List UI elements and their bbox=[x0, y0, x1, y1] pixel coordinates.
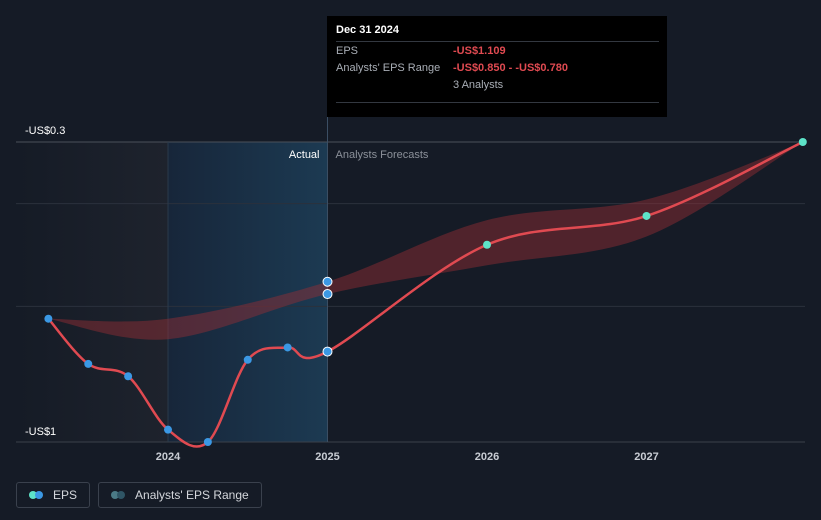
actual-label: Actual bbox=[289, 149, 320, 161]
tooltip-analysts-row: 3 Analysts bbox=[336, 76, 659, 93]
x-tick-label: 2027 bbox=[634, 451, 658, 463]
legend-range-label: Analysts' EPS Range bbox=[135, 488, 249, 502]
history-shade bbox=[18, 142, 168, 442]
actual-period-shade bbox=[168, 142, 328, 442]
eps-point bbox=[322, 346, 333, 357]
tooltip: Dec 31 2024 EPS -US$1.109 Analysts' EPS … bbox=[327, 16, 667, 117]
forecast-point bbox=[798, 138, 807, 146]
forecast-point bbox=[642, 211, 651, 220]
tooltip-date: Dec 31 2024 bbox=[336, 24, 399, 36]
eps-point bbox=[283, 343, 292, 352]
eps-point bbox=[84, 359, 93, 368]
y-tick-label: -US$1 bbox=[25, 426, 56, 438]
tooltip-divider bbox=[336, 102, 659, 103]
tooltip-eps-row: EPS -US$1.109 bbox=[336, 41, 659, 59]
eps-point bbox=[124, 372, 133, 381]
range-point bbox=[322, 276, 333, 287]
forecast-point bbox=[483, 240, 491, 249]
legend: EPS Analysts' EPS Range bbox=[16, 482, 262, 508]
legend-item-range[interactable]: Analysts' EPS Range bbox=[98, 482, 262, 508]
legend-item-eps[interactable]: EPS bbox=[16, 482, 91, 508]
eps-point bbox=[243, 355, 252, 364]
range-point bbox=[322, 289, 333, 300]
tooltip-range-label: Analysts' EPS Range bbox=[336, 61, 441, 74]
eps-point bbox=[44, 314, 53, 323]
tooltip-analysts: 3 Analysts bbox=[453, 78, 504, 91]
x-tick-label: 2026 bbox=[475, 451, 499, 463]
tooltip-eps-label: EPS bbox=[336, 44, 359, 57]
tooltip-eps-value: -US$1.109 bbox=[453, 44, 506, 57]
tooltip-range-row: Analysts' EPS Range -US$0.850 - -US$0.78… bbox=[336, 59, 659, 76]
eps-legend-icon bbox=[29, 491, 45, 499]
tooltip-range-value: -US$0.850 - -US$0.780 bbox=[453, 61, 568, 74]
range-legend-icon bbox=[111, 491, 127, 499]
eps-point bbox=[164, 425, 172, 434]
x-tick-label: 2025 bbox=[315, 451, 339, 463]
eps-point bbox=[203, 438, 212, 446]
forecast-label: Analysts Forecasts bbox=[336, 149, 429, 161]
x-tick-label: 2024 bbox=[156, 451, 181, 463]
y-tick-label: -US$0.3 bbox=[25, 125, 65, 137]
legend-eps-label: EPS bbox=[53, 488, 78, 502]
